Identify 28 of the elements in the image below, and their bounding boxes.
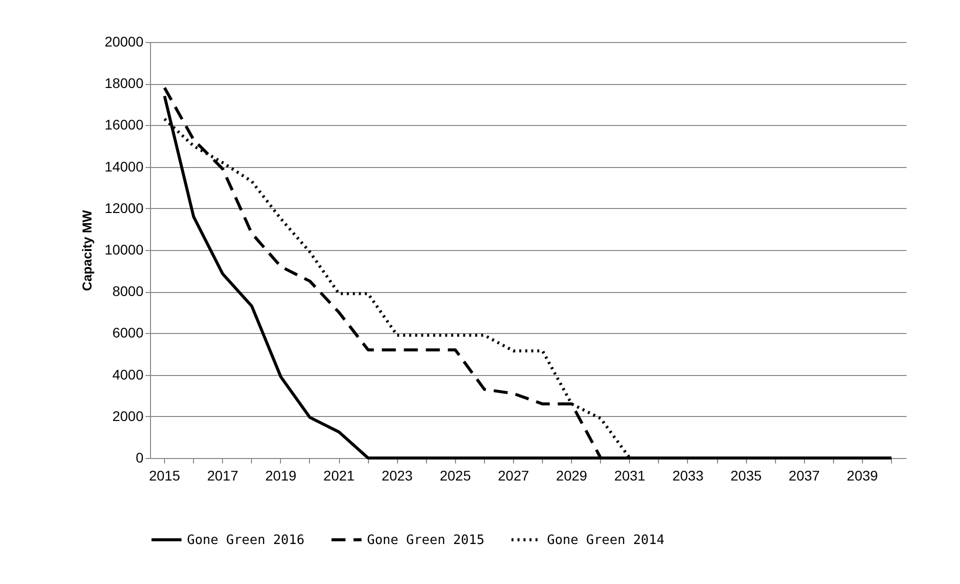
x-tick-label: 2021 xyxy=(323,468,355,484)
y-tick-label: 14000 xyxy=(104,158,144,174)
y-tick-label: 8000 xyxy=(112,283,144,300)
y-tick-label: 4000 xyxy=(112,366,144,382)
y-tick-label: 0 xyxy=(136,450,144,466)
legend-label: Gone Green 2015 xyxy=(367,532,484,548)
y-tick-label: 16000 xyxy=(104,116,144,133)
x-tick-label: 2023 xyxy=(382,468,413,484)
legend-label: Gone Green 2016 xyxy=(187,532,304,548)
y-tick-label: 12000 xyxy=(104,200,144,216)
y-tick-label: 6000 xyxy=(112,324,144,341)
x-tick-label: 2017 xyxy=(207,468,238,484)
x-tick-label: 2029 xyxy=(556,468,588,484)
x-tick-label: 2019 xyxy=(265,468,297,484)
x-tick-label: 2035 xyxy=(730,468,762,484)
x-tick-label: 2025 xyxy=(440,468,472,484)
legend-label: Gone Green 2014 xyxy=(547,532,665,548)
y-axis-title: Capacity MW xyxy=(80,209,95,291)
y-tick-label: 18000 xyxy=(104,75,144,92)
x-tick-label: 2031 xyxy=(614,468,646,484)
y-tick-label: 2000 xyxy=(112,408,144,424)
y-tick-label: 20000 xyxy=(104,34,144,50)
x-tick-label: 2015 xyxy=(148,468,180,484)
x-tick-label: 2033 xyxy=(672,468,704,484)
x-tick-label: 2037 xyxy=(788,468,820,484)
y-tick-label: 10000 xyxy=(104,242,144,258)
x-tick-label: 2027 xyxy=(498,468,530,484)
x-tick-label: 2039 xyxy=(846,468,878,484)
